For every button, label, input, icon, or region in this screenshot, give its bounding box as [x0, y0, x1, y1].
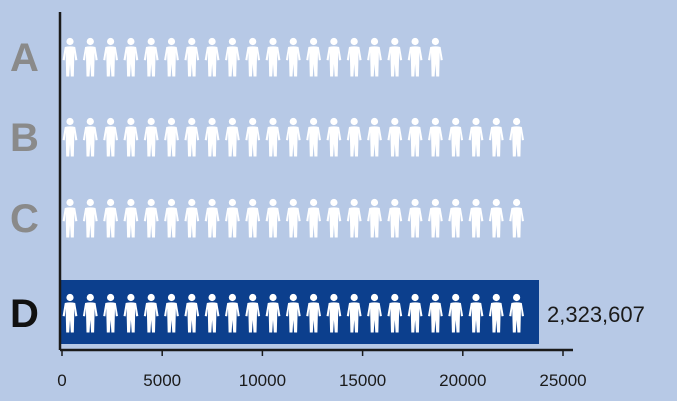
bar-a-person-icon — [184, 37, 200, 77]
bar-b-person-icon — [123, 117, 139, 157]
bar-c-person-icon — [448, 198, 464, 238]
bar-b-person-icon — [225, 117, 240, 157]
category-label-d: D — [10, 292, 39, 336]
bar-c-person-icon — [428, 198, 443, 238]
bar-b-person-icon — [306, 117, 321, 157]
bar-b-person-icon — [285, 117, 301, 157]
bar-b-person-icon — [326, 117, 342, 157]
bar-b-person-icon — [184, 117, 200, 157]
bar-a-person-icon — [225, 37, 240, 77]
x-tick-label: 0 — [57, 371, 66, 390]
bar-a-person-icon — [123, 37, 139, 77]
category-label-a: A — [10, 36, 39, 80]
bar-c-person-icon — [326, 198, 342, 238]
data-label-d: 2,323,607 — [547, 302, 645, 327]
bar-c-person-icon — [265, 198, 281, 238]
bar-a-person-icon — [103, 37, 118, 77]
bar-a-person-icon — [306, 37, 321, 77]
bar-b-person-icon — [428, 117, 443, 157]
bar-b-person-icon — [448, 117, 464, 157]
bar-a-person-icon — [204, 37, 220, 77]
category-label-c: C — [10, 197, 39, 241]
bar-c-person-icon — [62, 198, 78, 238]
bar-c-person-icon — [387, 198, 403, 238]
bar-b-person-icon — [367, 117, 382, 157]
bar-a-person-icon — [367, 37, 382, 77]
bar-c-person-icon — [488, 198, 504, 238]
bar-c-person-icon — [123, 198, 139, 238]
bar-b-person-icon — [164, 117, 179, 157]
bar-a-person-icon — [387, 37, 403, 77]
x-tick-label: 10000 — [239, 371, 286, 390]
bar-c-person-icon — [468, 198, 484, 238]
bar-c-person-icon — [285, 198, 301, 238]
category-label-b: B — [10, 116, 39, 160]
bar-c-person-icon — [367, 198, 382, 238]
bar-c-person-icon — [509, 198, 524, 238]
bar-a-person-icon — [62, 37, 78, 77]
bar-b-person-icon — [346, 117, 362, 157]
bar-b-person-icon — [82, 117, 98, 157]
bar-b-person-icon — [245, 117, 261, 157]
bar-c-person-icon — [143, 198, 159, 238]
bar-b-person-icon — [468, 117, 484, 157]
bar-c-person-icon — [346, 198, 362, 238]
bar-a-person-icon — [143, 37, 159, 77]
bar-a-person-icon — [245, 37, 261, 77]
bar-a-person-icon — [82, 37, 98, 77]
bar-c-person-icon — [306, 198, 321, 238]
bar-c-person-icon — [164, 198, 179, 238]
bar-c-person-icon — [82, 198, 98, 238]
bar-a-person-icon — [164, 37, 179, 77]
bar-a-person-icon — [428, 37, 443, 77]
bar-c-person-icon — [407, 198, 423, 238]
bar-b-person-icon — [62, 117, 78, 157]
bar-a-person-icon — [285, 37, 301, 77]
bar-b-person-icon — [265, 117, 281, 157]
bar-b-person-icon — [509, 117, 524, 157]
bar-b-person-icon — [143, 117, 159, 157]
bar-a-person-icon — [346, 37, 362, 77]
bar-b-person-icon — [103, 117, 118, 157]
bar-b-person-icon — [407, 117, 423, 157]
x-tick-label: 25000 — [539, 371, 586, 390]
bar-c-person-icon — [184, 198, 200, 238]
bar-a-person-icon — [407, 37, 423, 77]
bar-c-person-icon — [225, 198, 240, 238]
x-tick-label: 15000 — [339, 371, 386, 390]
x-tick-label: 20000 — [439, 371, 486, 390]
bar-c-person-icon — [103, 198, 118, 238]
bar-a-person-icon — [265, 37, 281, 77]
bar-b-person-icon — [204, 117, 220, 157]
bar-a-person-icon — [326, 37, 342, 77]
bar-c-person-icon — [245, 198, 261, 238]
x-tick-label: 5000 — [143, 371, 181, 390]
bar-c-person-icon — [204, 198, 220, 238]
bar-b-person-icon — [387, 117, 403, 157]
bar-b-person-icon — [488, 117, 504, 157]
